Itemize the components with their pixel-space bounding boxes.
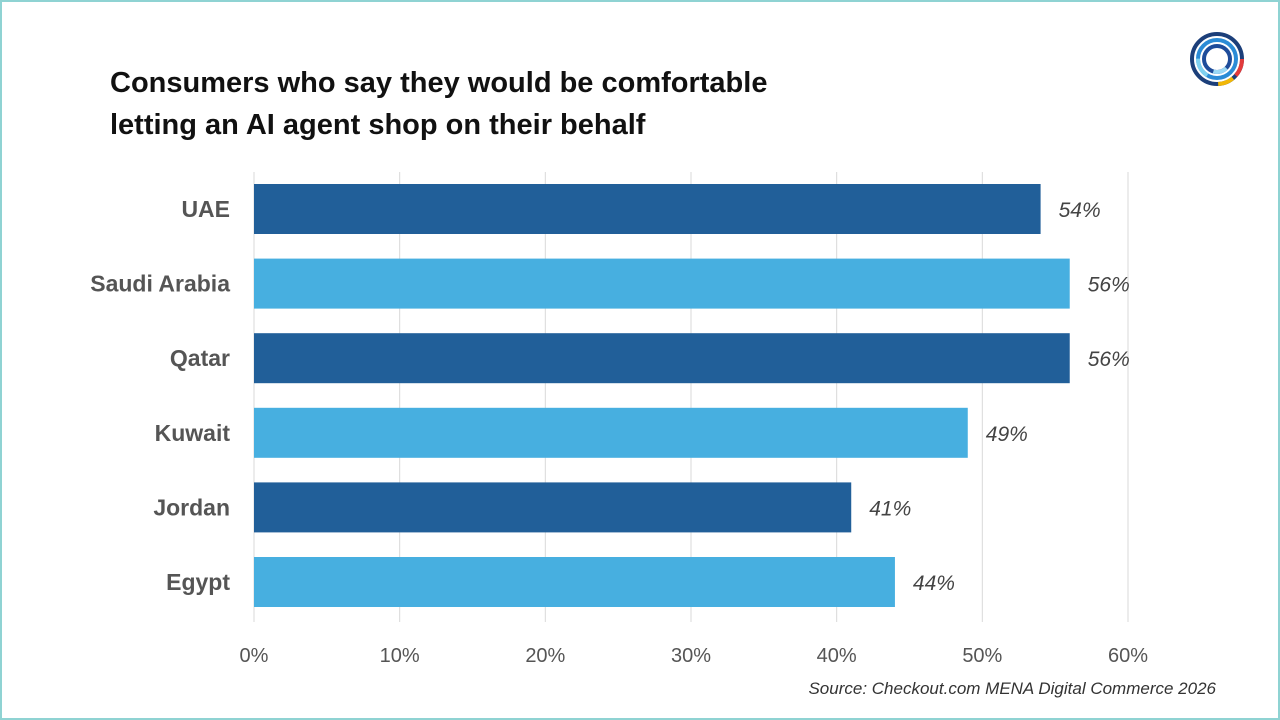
data-label: 49% bbox=[986, 423, 1028, 446]
x-tick-label: 0% bbox=[240, 645, 269, 667]
data-label: 54% bbox=[1059, 199, 1101, 222]
x-tick-label: 10% bbox=[380, 645, 420, 667]
bar-5 bbox=[254, 557, 895, 607]
category-label: Kuwait bbox=[155, 420, 231, 446]
bars bbox=[254, 184, 1070, 607]
labels: 0% 10% 20% 30% 40% 50% 60% UAE 54% Saudi Arabia 56… bbox=[90, 196, 1148, 667]
data-label: 56% bbox=[1088, 348, 1130, 371]
x-tick-label: 30% bbox=[671, 645, 711, 667]
source-note: Source: Checkout.com MENA Digital Commer… bbox=[808, 679, 1216, 698]
bar-0 bbox=[254, 184, 1041, 234]
data-label: 41% bbox=[869, 497, 911, 520]
data-label: 56% bbox=[1088, 274, 1130, 297]
category-label: Qatar bbox=[170, 345, 230, 371]
logo-icon bbox=[1190, 32, 1244, 86]
grid-lines bbox=[253, 172, 1129, 622]
chart-title-line-2: letting an AI agent shop on their behalf bbox=[110, 109, 646, 141]
chart-title: Consumers who say they would be comforta… bbox=[110, 62, 910, 146]
bar-1 bbox=[254, 258, 1070, 309]
x-tick-label: 20% bbox=[525, 645, 565, 667]
x-tick-label: 50% bbox=[962, 645, 1002, 667]
chart-title-line-1: Consumers who say they would be comforta… bbox=[110, 67, 768, 99]
x-tick-label: 40% bbox=[817, 645, 857, 667]
bar-3 bbox=[254, 407, 968, 458]
category-label: Jordan bbox=[153, 494, 230, 520]
category-label: UAE bbox=[181, 196, 230, 222]
x-tick-label: 60% bbox=[1108, 645, 1148, 667]
data-label: 44% bbox=[913, 572, 955, 595]
category-label: Saudi Arabia bbox=[90, 271, 230, 297]
bar-2 bbox=[254, 333, 1070, 384]
bar-4 bbox=[254, 482, 852, 533]
category-label: Egypt bbox=[166, 569, 230, 595]
